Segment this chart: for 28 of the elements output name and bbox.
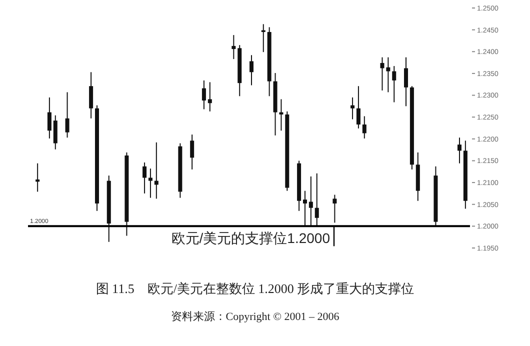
candlestick bbox=[142, 162, 147, 194]
candlestick bbox=[308, 176, 313, 228]
candlestick bbox=[47, 96, 52, 139]
candlestick bbox=[89, 72, 94, 119]
candlestick bbox=[279, 98, 284, 132]
candlestick bbox=[190, 134, 194, 170]
candlestick bbox=[208, 82, 212, 112]
candlestick bbox=[302, 190, 307, 228]
candlestick bbox=[380, 56, 384, 91]
candlestick bbox=[202, 80, 206, 110]
annotation: 欧元/美元的支撑位1.2000 bbox=[171, 230, 330, 246]
candlestick bbox=[36, 162, 40, 192]
text: 图 11.5 欧元/美元在整数位 1.2000 形成了重大的支撑位 bbox=[96, 281, 414, 296]
candlestick bbox=[356, 86, 360, 129]
text: 资料来源：Copyright © 2001 – 2006 bbox=[170, 310, 340, 323]
candlestick bbox=[53, 114, 58, 150]
candlestick bbox=[250, 54, 254, 86]
candlestick bbox=[314, 172, 319, 228]
candlestick bbox=[404, 56, 408, 107]
candlestick bbox=[65, 92, 70, 138]
candlestick bbox=[386, 56, 390, 93]
candlestick bbox=[332, 194, 337, 224]
candlestick bbox=[148, 168, 152, 198]
candlestick bbox=[457, 137, 462, 164]
candlestick bbox=[232, 34, 236, 60]
candlestick bbox=[350, 96, 355, 120]
candlestick bbox=[362, 116, 366, 139]
candlestick bbox=[392, 66, 396, 103]
